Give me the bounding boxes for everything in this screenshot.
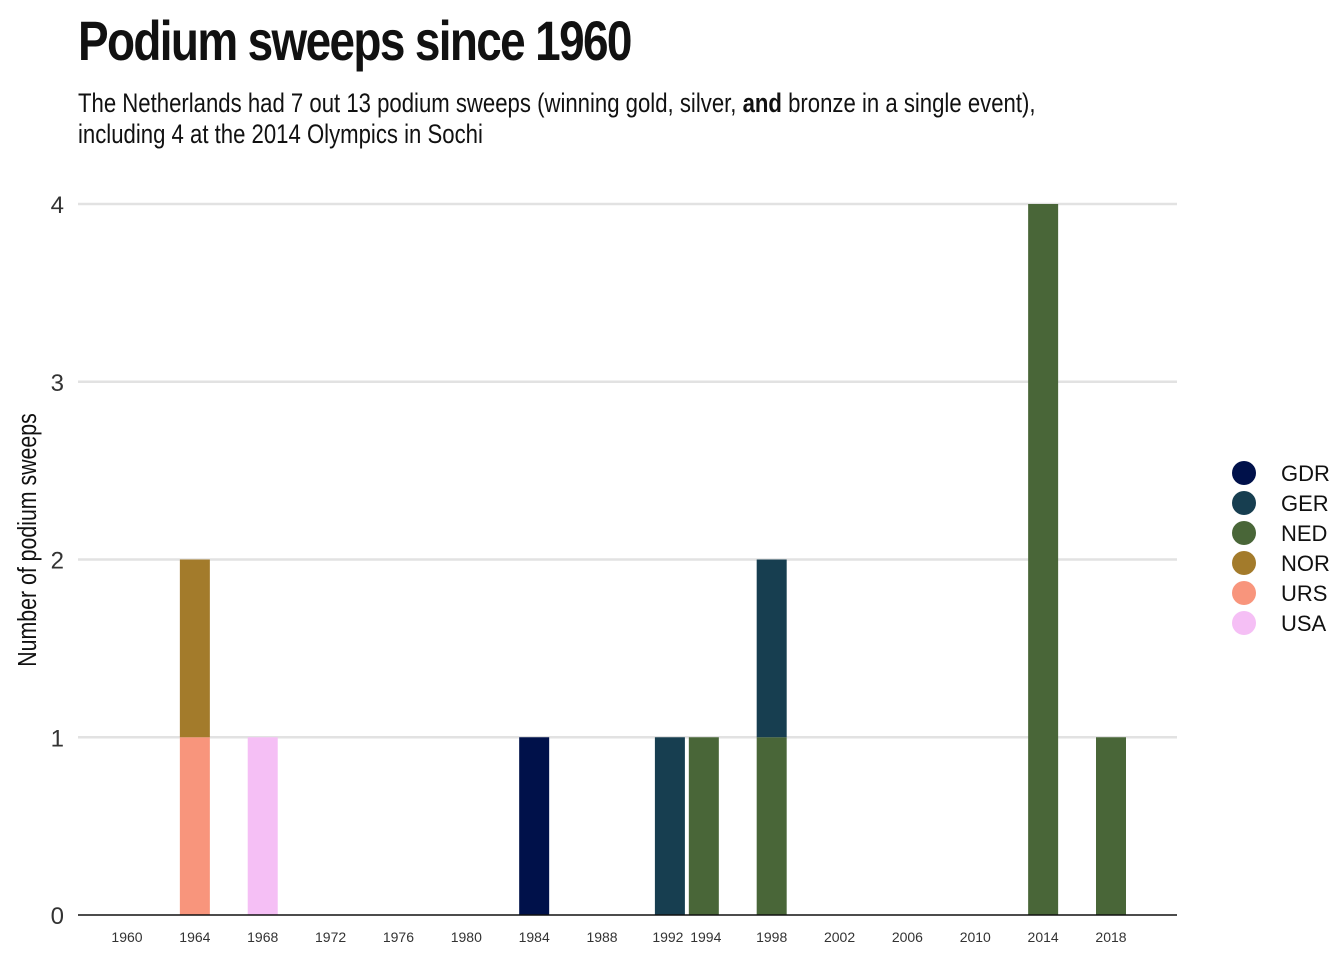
x-tick-label-1960: 1960 [111,929,142,945]
legend-label-usa: USA [1281,611,1327,636]
x-axis: 1960 1964 1968 1972 1976 1980 1984 1988 1992 1994… [78,914,1177,945]
x-tick-label-2014: 2014 [1028,929,1059,945]
y-tick-label-3: 3 [51,370,64,397]
subtitle-part-1: The Netherlands had 7 out 13 podium swee… [78,88,743,118]
y-axis-label: Number of podium sweeps [13,413,43,667]
x-tick-label-1998: 1998 [756,929,787,945]
subtitle-part-2: bronze in a single event), including 4 a… [78,88,1036,149]
bar-ned-2018 [1096,737,1126,915]
x-tick-label-1968: 1968 [247,929,278,945]
legend-swatch-nor [1232,551,1256,575]
legend-swatch-usa [1232,611,1256,635]
x-tick-label-1992: 1992 [652,929,683,945]
legend-swatch-urs [1232,581,1256,605]
x-tick-label-1976: 1976 [383,929,414,945]
x-tick-label-1988: 1988 [586,929,617,945]
legend-label-ger: GER [1281,491,1329,516]
legend-label-gdr: GDR [1281,461,1330,486]
bar-ned-1994 [688,737,719,915]
legend-swatch-ned [1232,521,1256,545]
x-tick-label-2006: 2006 [892,929,923,945]
chart-subtitle: The Netherlands had 7 out 13 podium swee… [78,88,1103,150]
bar-ger-1998 [756,559,787,738]
legend-swatch-ger [1232,491,1256,515]
x-tick-label-1984: 1984 [519,929,550,945]
x-tick-label-1980: 1980 [451,929,482,945]
bars [179,204,1126,915]
x-tick-label-1964: 1964 [179,929,210,945]
y-tick-label-0: 0 [51,903,64,930]
bar-urs-1964 [179,737,210,915]
y-tick-label-2: 2 [51,548,64,575]
x-tick-label-1972: 1972 [315,929,346,945]
bar-ger-1992 [654,737,685,915]
grid-lines [78,202,1177,739]
y-tick-label-4: 4 [51,192,64,219]
y-axis: 0 1 2 3 4 [51,192,64,930]
bar-usa-1968 [247,737,278,915]
x-tick-label-2010: 2010 [960,929,991,945]
x-tick-label-2002: 2002 [824,929,855,945]
bar-ned-2014 [1028,204,1059,915]
x-tick-label-1994: 1994 [690,929,721,945]
x-tick-label-2018: 2018 [1095,929,1126,945]
bar-nor-1964 [179,559,210,738]
bar-gdr-1984 [519,737,550,915]
chart-title: Podium sweeps since 1960 [78,9,632,72]
legend-label-nor: NOR [1281,551,1330,576]
legend: GDR GER NED NOR URS USA [1232,461,1330,636]
subtitle-bold-word: and [742,88,782,118]
legend-label-urs: URS [1281,581,1327,606]
legend-swatch-gdr [1232,461,1256,485]
y-tick-label-1: 1 [51,725,64,752]
legend-label-ned: NED [1281,521,1327,546]
bar-ned-1998 [756,737,787,915]
